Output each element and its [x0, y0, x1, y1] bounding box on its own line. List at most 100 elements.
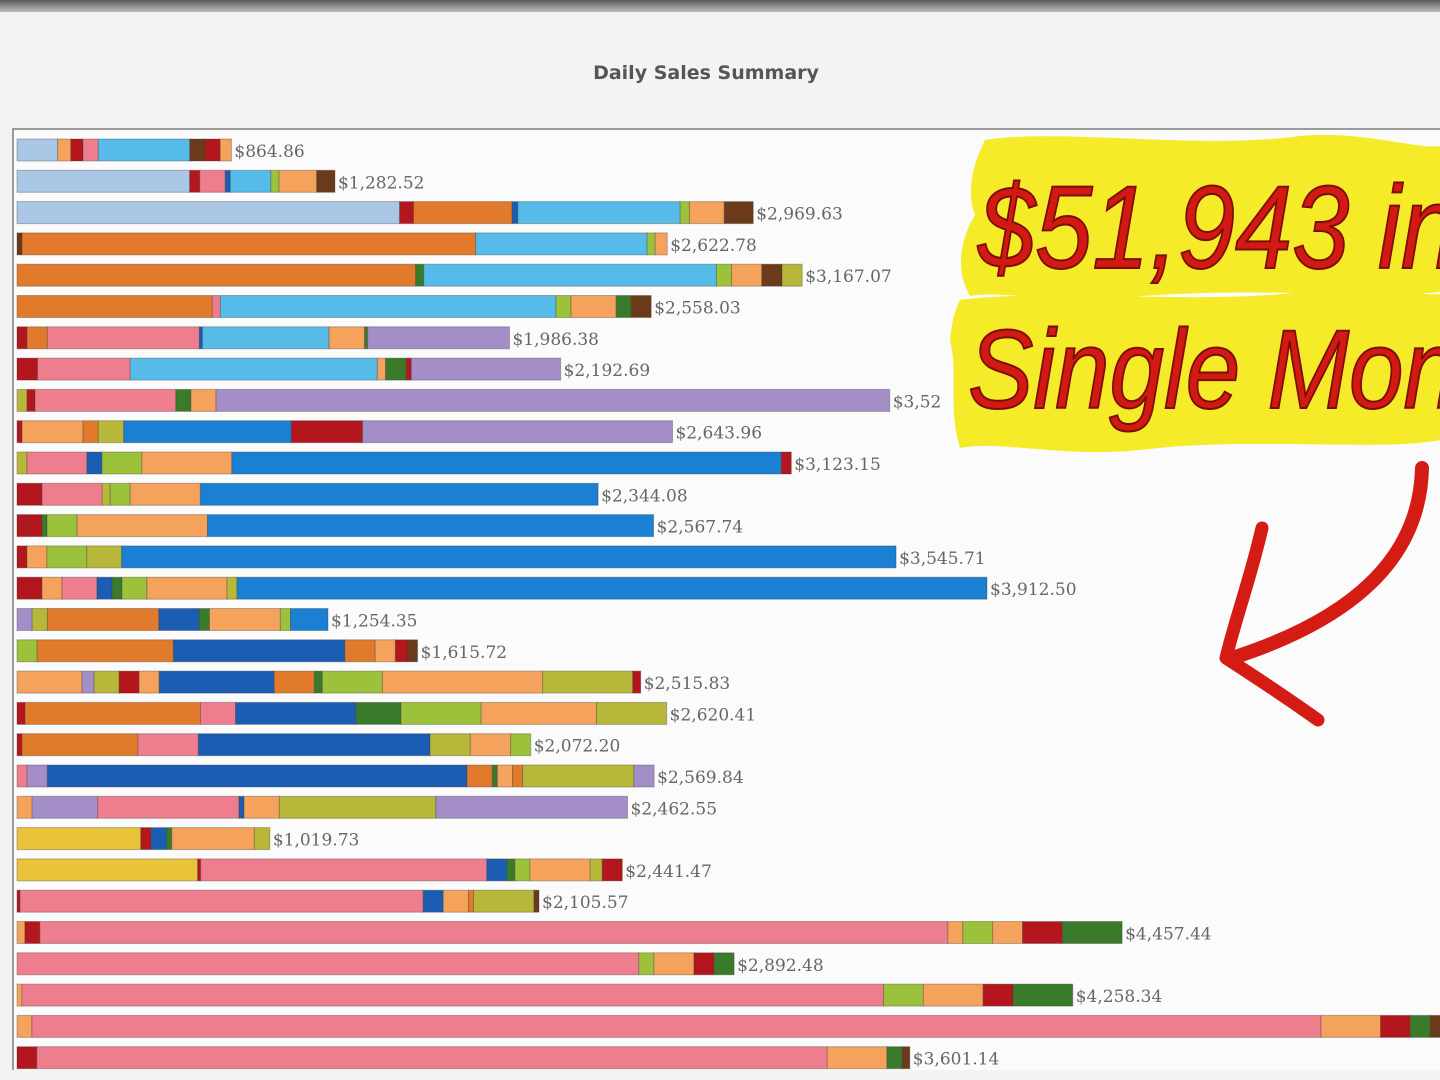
- bar-segment: [473, 889, 535, 913]
- bar-segment: [36, 639, 174, 663]
- bar-total-label: $2,105.57: [542, 893, 629, 913]
- bar-segment: [511, 201, 519, 225]
- bar-segment: [653, 952, 695, 976]
- bar-segment: [529, 858, 591, 882]
- bar-segment: [646, 232, 656, 256]
- bar-segment: [200, 858, 488, 882]
- bar-segment: [491, 764, 498, 788]
- bar-segment: [16, 232, 23, 256]
- bar-segment: [290, 420, 364, 444]
- bar-row: $3,545.71: [16, 545, 986, 569]
- bar-segment: [355, 701, 402, 725]
- bar-segment: [129, 357, 378, 381]
- bar-segment: [141, 451, 233, 475]
- bar-segment: [570, 295, 617, 318]
- bar-segment: [475, 232, 648, 256]
- bar-segment: [16, 482, 43, 506]
- bar-segment: [26, 764, 48, 788]
- bar-segment: [26, 545, 48, 569]
- bar-segment: [16, 263, 417, 287]
- bar-segment: [16, 169, 191, 193]
- bar-segment: [138, 670, 160, 694]
- bar-segment: [146, 576, 228, 600]
- bar-segment: [630, 295, 652, 318]
- bar-segment: [679, 201, 690, 225]
- bar-segment: [198, 608, 210, 631]
- bar-segment: [435, 795, 629, 819]
- bar-segment: [16, 983, 23, 1007]
- bar-segment: [219, 295, 557, 318]
- bar-row: $2,567.74: [16, 514, 743, 538]
- bar-segment: [219, 138, 232, 162]
- bar-row: $1,615.72: [16, 639, 507, 663]
- bar-segment: [415, 263, 425, 287]
- bar-segment: [633, 764, 655, 788]
- bar-row: $2,072.20: [16, 733, 620, 757]
- bar-row: $3,52: [16, 388, 941, 412]
- bar-total-label: $2,558.03: [654, 299, 741, 319]
- bar-segment: [316, 169, 336, 193]
- bar-segment: [413, 201, 513, 225]
- bar-segment: [16, 670, 83, 694]
- bar-segment: [533, 889, 540, 913]
- bar-segment: [16, 733, 23, 757]
- bar-segment: [97, 795, 240, 819]
- bar-segment: [81, 670, 95, 694]
- bar-segment: [93, 670, 120, 694]
- bar-segment: [57, 138, 72, 162]
- bar-segment: [24, 701, 201, 725]
- bar-segment: [638, 952, 655, 976]
- bar-row: $2,969.63: [16, 201, 843, 225]
- bar-total-label: $1,254.35: [331, 612, 418, 632]
- bar-segment: [199, 701, 237, 725]
- bar-segment: [510, 733, 532, 757]
- bar-row: $2,620.41: [16, 701, 756, 725]
- bar-segment: [158, 608, 200, 631]
- bar-segment: [278, 169, 318, 193]
- bar-segment: [279, 608, 292, 631]
- bar-segment: [166, 827, 173, 851]
- bar-segment: [204, 138, 221, 162]
- bar-segment: [16, 795, 33, 819]
- bar-segment: [16, 608, 33, 631]
- bar-segment: [486, 858, 508, 882]
- bar-segment: [235, 701, 357, 725]
- bar-segment: [97, 420, 125, 444]
- bar-segment: [201, 326, 330, 350]
- bar-segment: [688, 201, 725, 225]
- bar-segment: [226, 576, 238, 600]
- bar-segment: [86, 451, 103, 475]
- bar-segment: [16, 451, 28, 475]
- bar-total-label: $1,282.52: [338, 173, 425, 193]
- bar-segment: [781, 263, 803, 287]
- bar-row: $2,441.47: [16, 858, 712, 882]
- bar-segment: [123, 420, 292, 444]
- bar-segment: [175, 388, 192, 412]
- bar-row: $864.86: [16, 138, 305, 162]
- bar-segment: [542, 670, 634, 694]
- bar-segment: [21, 232, 477, 256]
- bar-segment: [321, 670, 383, 694]
- bar-segment: [982, 983, 1014, 1007]
- bar-segment: [512, 764, 524, 788]
- bar-segment: [189, 169, 201, 193]
- bar-segment: [922, 983, 984, 1007]
- bar-segment: [253, 827, 271, 851]
- bar-segment: [150, 827, 168, 851]
- chart-title: Daily Sales Summary: [593, 62, 819, 84]
- bar-segment: [21, 983, 885, 1007]
- bar-segment: [243, 795, 280, 819]
- bar-segment: [1429, 1014, 1440, 1038]
- bar-segment: [31, 795, 99, 819]
- bar-segment: [962, 921, 994, 944]
- bar-segment: [715, 263, 733, 287]
- bar-segment: [514, 858, 531, 882]
- bar-segment: [140, 827, 152, 851]
- bar-total-label: $2,192.69: [564, 361, 651, 381]
- bar-segment: [595, 701, 668, 725]
- bar-segment: [158, 670, 275, 694]
- bar-segment: [82, 138, 99, 162]
- bar-segment: [16, 138, 59, 162]
- bar-row: $3,167.07: [16, 263, 892, 287]
- bar-segment: [1380, 1014, 1411, 1038]
